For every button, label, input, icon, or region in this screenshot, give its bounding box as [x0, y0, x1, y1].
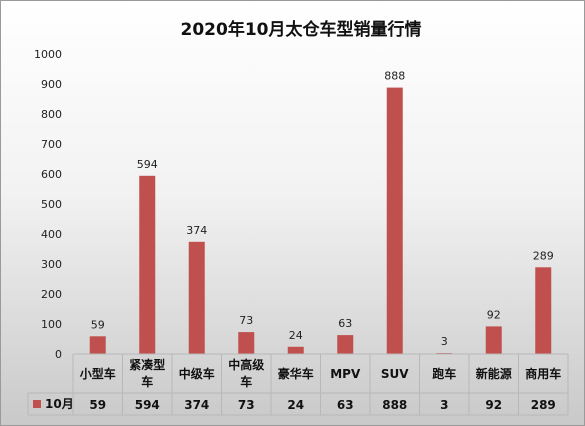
- legend-label: 10月: [45, 397, 74, 411]
- data-label: 92: [487, 308, 501, 321]
- bar: [287, 346, 304, 354]
- y-tick-label: 0: [55, 348, 62, 361]
- chart-title: 2020年10月太仓车型销量行情: [181, 19, 422, 40]
- y-tick-label: 500: [41, 198, 62, 211]
- table-value: 289: [531, 398, 556, 412]
- data-label: 63: [338, 317, 352, 330]
- data-label: 24: [289, 329, 303, 342]
- plot-area: 0 100 200 300 400 500 600 700 800 900 1000 59 594 374…: [27, 48, 569, 416]
- category-label: 跑车: [432, 366, 456, 381]
- bar: [535, 267, 552, 354]
- y-tick-label: 300: [41, 258, 62, 271]
- bar: [188, 241, 205, 354]
- category-label: SUV: [381, 367, 409, 381]
- y-tick-label: 700: [41, 138, 62, 151]
- category-label: 紧凑型: [129, 357, 165, 372]
- table-value: 59: [89, 398, 106, 412]
- data-label: 888: [384, 70, 405, 83]
- y-tick-label: 200: [41, 288, 62, 301]
- category-label: 车: [240, 374, 252, 389]
- category-label: 中高级: [228, 357, 264, 372]
- bar: [139, 175, 156, 354]
- table-value: 594: [135, 398, 160, 412]
- table-value: 92: [485, 398, 502, 412]
- category-label: 小型车: [80, 366, 116, 381]
- table-value: 63: [337, 398, 354, 412]
- table-value: 374: [184, 398, 209, 412]
- y-tick-label: 600: [41, 168, 62, 181]
- y-tick-label: 1000: [34, 48, 62, 61]
- data-label: 59: [91, 318, 105, 331]
- bar: [386, 87, 403, 354]
- bar: [238, 332, 255, 354]
- y-tick-label: 800: [41, 108, 62, 121]
- table-value: 73: [238, 398, 255, 412]
- category-label: 豪华车: [278, 366, 314, 381]
- category-label: MPV: [330, 367, 361, 381]
- table-value: 888: [382, 398, 407, 412]
- table-value: 3: [440, 398, 448, 412]
- data-label: 594: [137, 158, 158, 171]
- y-tick-label: 900: [41, 78, 62, 91]
- category-label: 新能源: [476, 366, 512, 381]
- bar: [337, 335, 354, 354]
- table-value: 24: [287, 398, 304, 412]
- data-label: 73: [239, 314, 253, 327]
- y-tick-label: 400: [41, 228, 62, 241]
- category-label: 商用车: [525, 366, 561, 381]
- category-label: 中级车: [179, 366, 215, 381]
- data-label: 374: [186, 224, 207, 237]
- bar: [89, 336, 106, 354]
- data-label: 3: [441, 335, 448, 348]
- legend-key: [33, 400, 41, 408]
- category-label: 车: [141, 374, 153, 389]
- data-label: 289: [533, 249, 554, 262]
- y-tick-label: 100: [41, 318, 62, 331]
- bar: [485, 326, 502, 354]
